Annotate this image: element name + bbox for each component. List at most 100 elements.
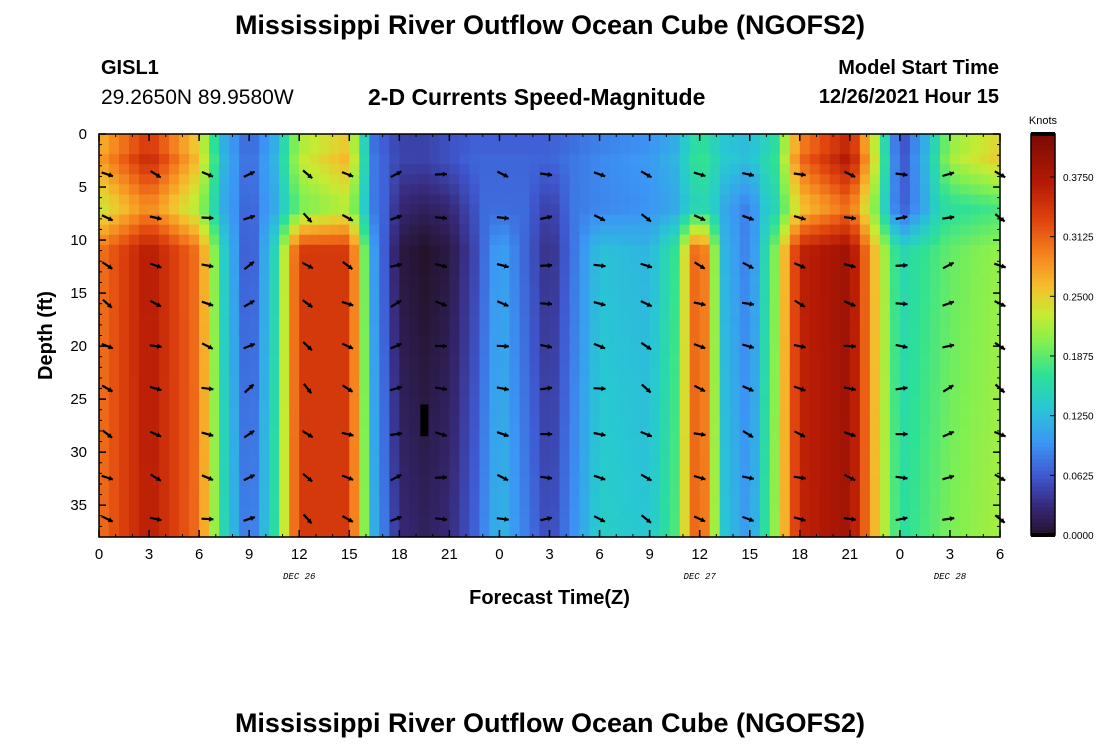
heatmap-cell — [849, 214, 861, 226]
heatmap-cell — [139, 406, 150, 417]
heatmap-cell — [699, 456, 711, 468]
arrow-head — [547, 431, 553, 437]
heatmap-cell — [579, 345, 591, 357]
arrow-head — [850, 432, 856, 438]
heatmap-cell — [99, 315, 110, 327]
colorbar-cell — [1031, 330, 1055, 336]
heatmap-cell — [939, 214, 951, 226]
heatmap-cell — [879, 224, 891, 236]
heatmap-cell — [559, 184, 571, 196]
heatmap-cell — [409, 315, 420, 327]
heatmap-cell — [749, 375, 761, 387]
heatmap-cell — [559, 285, 571, 296]
heatmap-cell — [179, 295, 190, 306]
heatmap-cell — [309, 436, 320, 447]
heatmap-cell — [189, 174, 200, 185]
heatmap-cell — [659, 305, 671, 316]
heatmap-cell — [319, 214, 330, 226]
heatmap-cell — [409, 164, 420, 175]
heatmap-cell — [629, 164, 641, 175]
heatmap-cell — [349, 315, 360, 327]
heatmap-cell — [859, 395, 871, 407]
heatmap-cell — [469, 174, 481, 185]
x-tick-label: 12 — [691, 546, 708, 563]
heatmap-cell — [279, 416, 290, 427]
heatmap-cell — [589, 144, 601, 155]
heatmap-cell — [119, 285, 130, 296]
heatmap-cell — [979, 134, 991, 145]
heatmap-cell — [689, 295, 701, 306]
heatmap-cell — [569, 305, 581, 316]
heatmap-cell — [169, 335, 180, 347]
heatmap-cell — [879, 345, 891, 357]
heatmap-cell — [569, 335, 581, 347]
heatmap-cell — [179, 184, 190, 196]
heatmap-cell — [219, 476, 230, 488]
heatmap-cell — [519, 174, 531, 185]
arrow-head — [547, 475, 553, 481]
heatmap-cell — [269, 285, 280, 296]
arrow-head — [396, 342, 402, 348]
heatmap-cell — [609, 395, 621, 407]
heatmap-cell — [989, 224, 1001, 236]
current-arrow — [742, 214, 755, 221]
current-arrow — [693, 214, 706, 222]
heatmap-cell — [139, 506, 150, 518]
colorbar-cell — [1031, 202, 1055, 207]
heatmap-cell — [939, 456, 951, 468]
heatmap-cell — [939, 365, 951, 377]
heatmap-cell — [399, 224, 410, 236]
heatmap-cell — [249, 395, 260, 407]
heatmap-cell — [739, 486, 751, 498]
heatmap-cell — [379, 436, 390, 447]
heatmap-cell — [899, 466, 911, 478]
heatmap-cell — [499, 305, 511, 316]
heatmap-cell — [359, 456, 370, 468]
heatmap-cell — [929, 436, 941, 447]
heatmap-cell — [249, 345, 260, 357]
heatmap-cell — [829, 355, 841, 367]
heatmap-cell — [589, 174, 601, 185]
heatmap-cell — [229, 355, 240, 367]
heatmap-cell — [579, 315, 591, 327]
heatmap-cell — [99, 385, 110, 397]
heatmap-cell — [319, 516, 330, 528]
heatmap-cell — [859, 496, 871, 508]
heatmap-cell — [849, 446, 861, 457]
heatmap-cell — [479, 395, 491, 407]
heatmap-cell — [799, 456, 811, 468]
heatmap-cell — [679, 244, 691, 256]
heatmap-cell — [889, 134, 901, 145]
heatmap-cell — [649, 365, 661, 377]
heatmap-cell — [769, 234, 781, 246]
heatmap-cell — [99, 516, 110, 528]
heatmap-cell — [749, 214, 761, 226]
heatmap-cell — [259, 194, 270, 206]
heatmap-cell — [139, 285, 150, 296]
heatmap-cell — [899, 285, 911, 296]
heatmap-cell — [759, 406, 771, 417]
heatmap-cell — [639, 506, 651, 518]
colorbar-cell — [1031, 522, 1055, 528]
heatmap-cell — [199, 134, 210, 145]
heatmap-cell — [719, 224, 731, 236]
heatmap-cell — [499, 204, 511, 216]
heatmap-cell — [599, 496, 611, 508]
colorbar-cell — [1031, 142, 1055, 147]
heatmap-cell — [649, 375, 661, 387]
heatmap-cell — [959, 526, 971, 538]
heatmap-cell — [809, 224, 821, 236]
heatmap-cell — [719, 315, 731, 327]
heatmap-cell — [539, 355, 551, 367]
heatmap-cell — [769, 526, 781, 538]
heatmap-cell — [919, 234, 931, 246]
heatmap-cell — [679, 144, 691, 155]
heatmap-cell — [469, 254, 481, 266]
heatmap-cell — [99, 526, 110, 538]
heatmap-cell — [209, 194, 220, 206]
heatmap-cell — [569, 174, 581, 185]
heatmap-cell — [809, 184, 821, 196]
heatmap-cell — [749, 496, 761, 508]
heatmap-cell — [829, 456, 841, 468]
x-tick-label: 21 — [441, 546, 458, 563]
